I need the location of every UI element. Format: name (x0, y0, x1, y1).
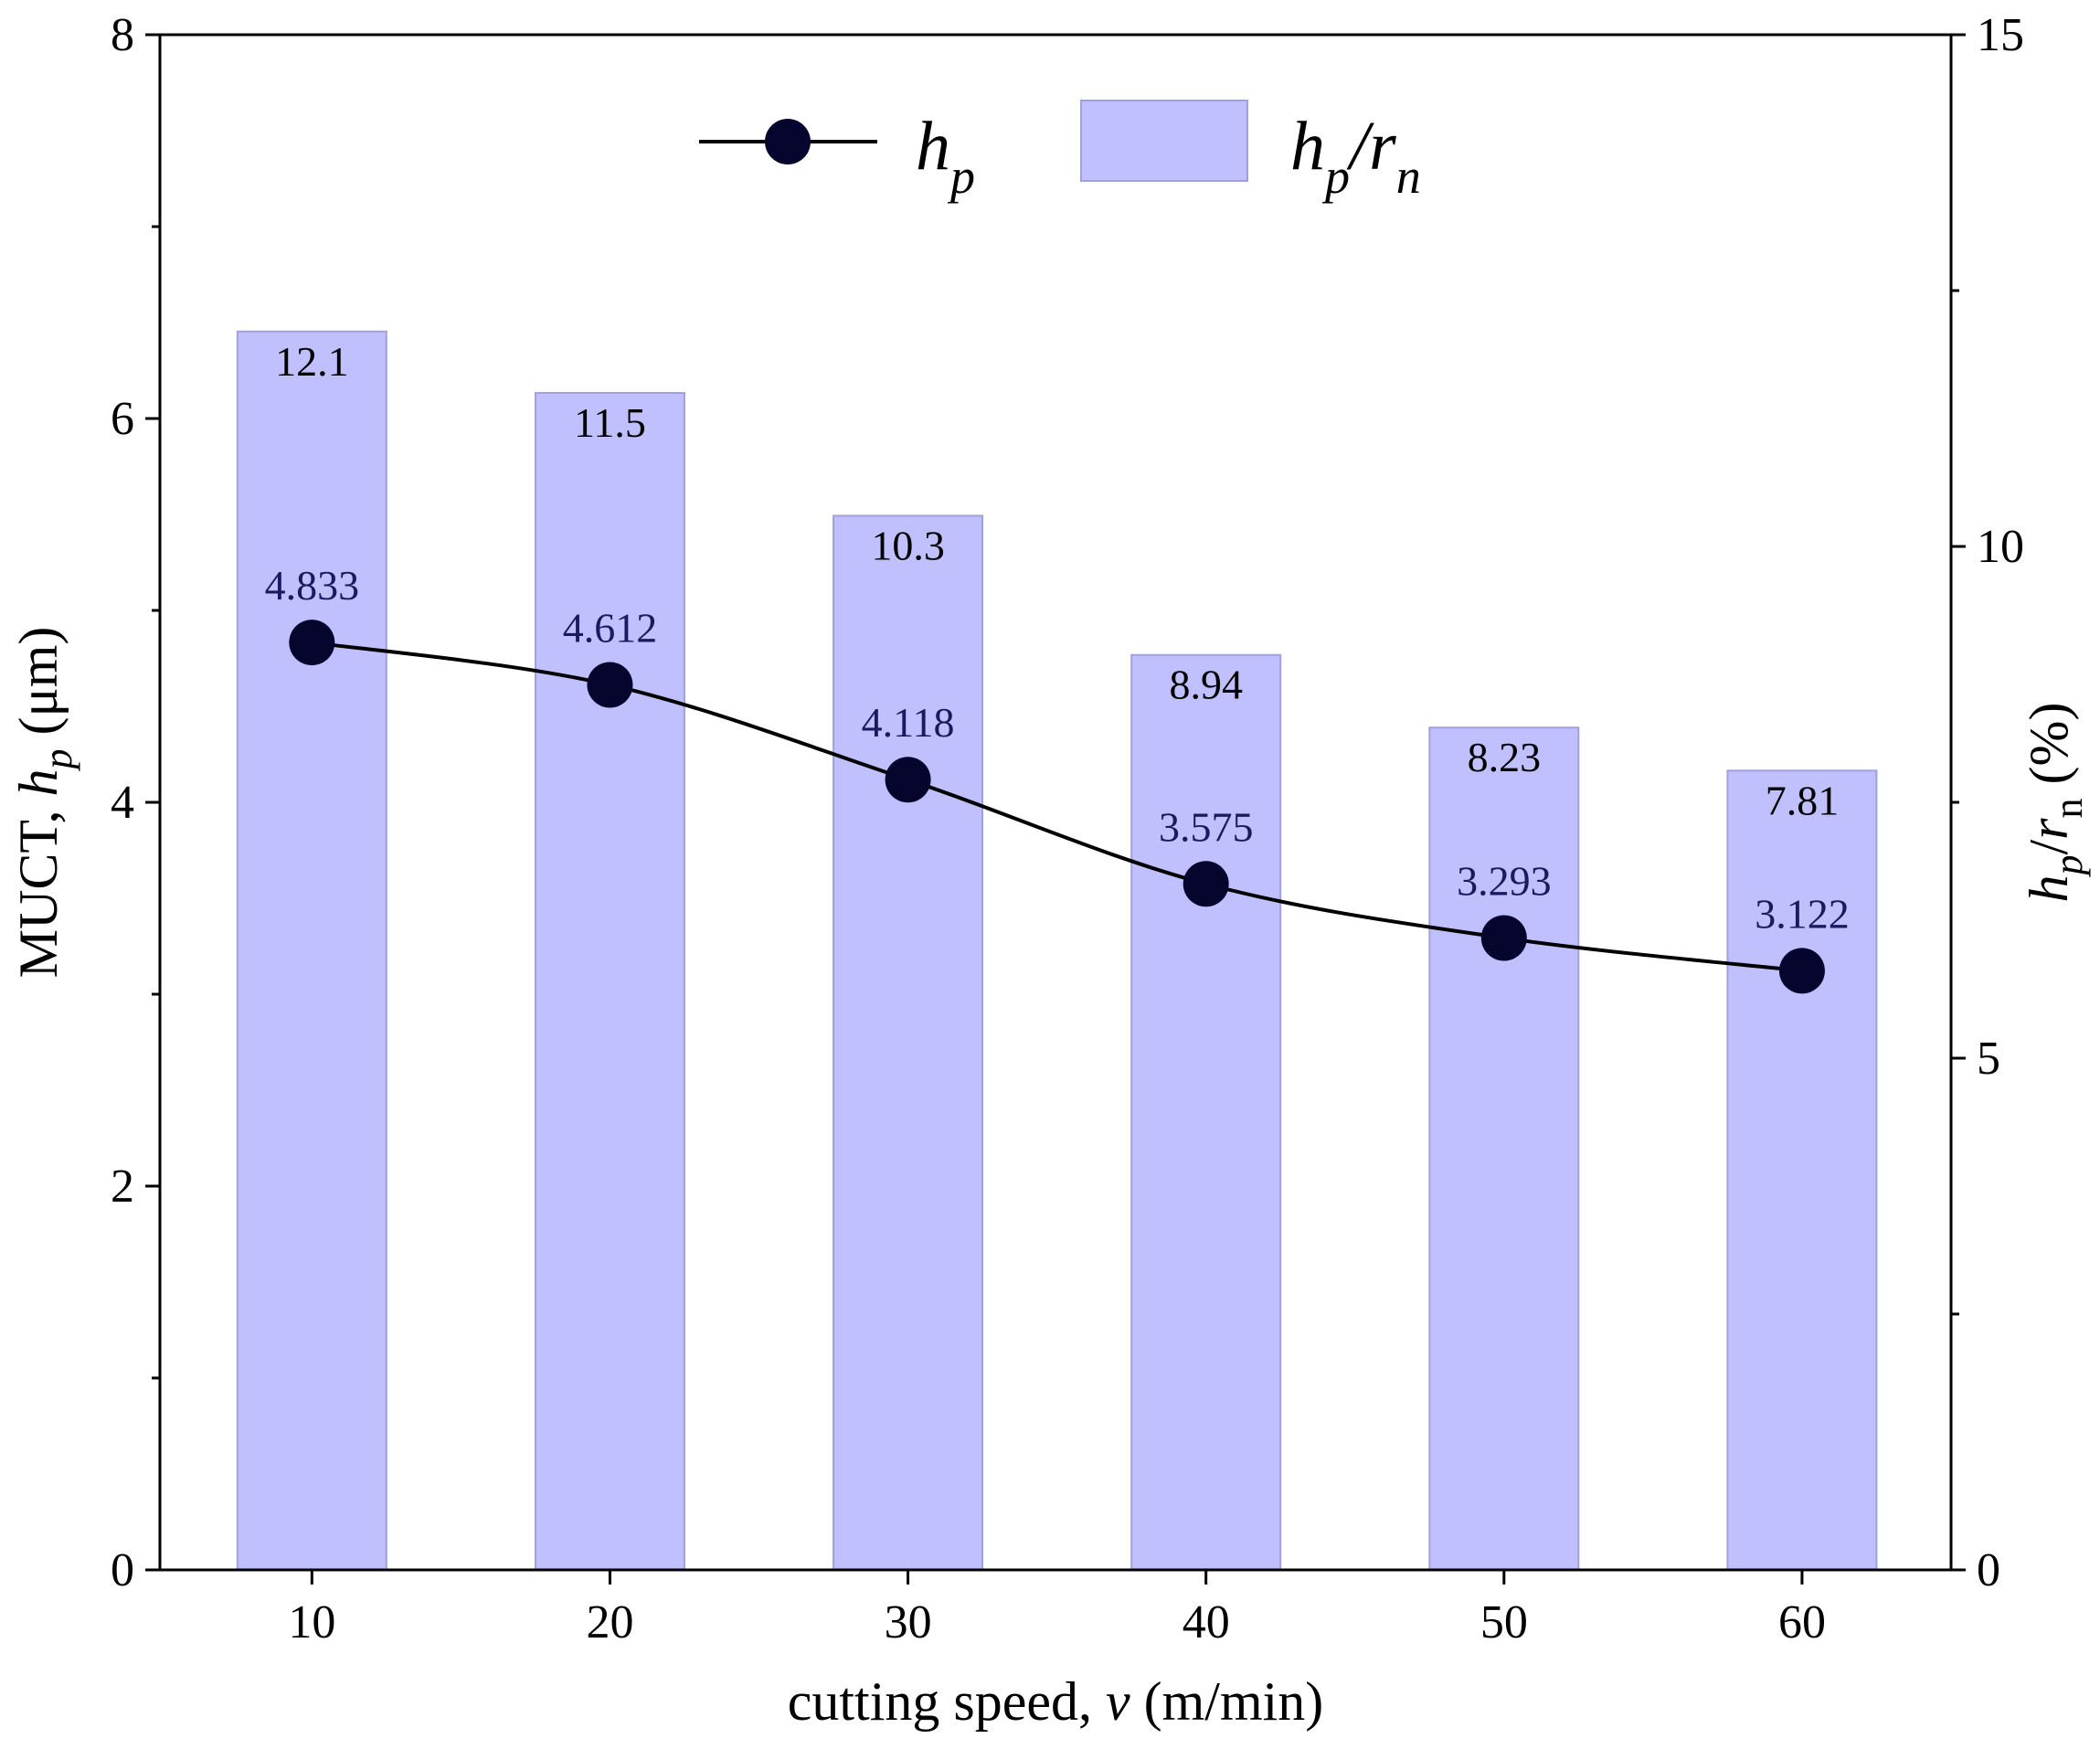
point-label-50: 3.293 (1457, 857, 1552, 904)
series-line-hp (312, 641, 1803, 973)
x-tick-label-60: 60 (1778, 1596, 1826, 1648)
point-20 (587, 662, 633, 708)
point-60 (1778, 948, 1825, 994)
y-axis-right-title: hp/rn (%) (2019, 703, 2091, 903)
point-10 (289, 620, 335, 666)
y-left-tick-label-8: 8 (111, 9, 134, 61)
point-30 (885, 757, 931, 803)
points-layer (289, 620, 1825, 994)
bar-label-20: 11.5 (574, 399, 646, 446)
x-tick-label-40: 40 (1183, 1596, 1230, 1648)
legend: hp hp/rn (699, 100, 1421, 204)
point-label-20: 4.612 (563, 604, 658, 651)
ticks-layer: 10 20 30 40 50 60 0 2 4 6 8 0 5 10 15 (111, 9, 2024, 1648)
point-label-40: 3.575 (1159, 803, 1254, 850)
y-left-tick-label-6: 6 (111, 393, 134, 445)
bars-layer (236, 330, 1878, 1571)
point-label-60: 3.122 (1755, 890, 1850, 937)
line-layer (312, 641, 1803, 973)
bar-50 (1428, 726, 1580, 1571)
bar-label-50: 8.23 (1468, 734, 1542, 780)
bar-label-40: 8.94 (1169, 662, 1243, 708)
legend-bar-sample (1080, 100, 1248, 182)
legend-marker-sample (765, 119, 811, 164)
point-label-30: 4.118 (862, 699, 955, 746)
bar-40 (1130, 653, 1282, 1571)
point-label-10: 4.833 (265, 562, 360, 609)
legend-line-label: hp (916, 108, 975, 204)
point-40 (1183, 861, 1229, 907)
x-tick-label-30: 30 (885, 1596, 932, 1648)
bar-10 (236, 330, 387, 1571)
y-left-tick-label-0: 0 (111, 1544, 134, 1596)
labels-layer: 12.1 11.5 10.3 8.94 8.23 7.81 4.833 4.612 4.118 3… (265, 338, 1850, 938)
y-right-tick-label-15: 15 (1977, 9, 2024, 61)
y-right-tick-label-0: 0 (1977, 1544, 2000, 1596)
y-axis-left-title: MUCT, hp (μm) (8, 627, 80, 979)
x-axis-title: cutting speed, v (m/min) (788, 1671, 1324, 1732)
legend-bar-label: hp/rn (1290, 108, 1421, 204)
bar-20 (534, 392, 685, 1571)
y-left-tick-label-2: 2 (111, 1161, 134, 1213)
point-50 (1480, 915, 1527, 961)
plot-frame (158, 33, 1953, 1572)
x-tick-label-10: 10 (288, 1596, 335, 1648)
x-tick-label-20: 20 (586, 1596, 633, 1648)
bar-30 (833, 514, 984, 1571)
y-left-tick-label-4: 4 (111, 777, 134, 829)
bar-label-30: 10.3 (871, 522, 945, 568)
y-right-tick-label-5: 5 (1977, 1033, 2000, 1085)
bar-label-10: 12.1 (275, 338, 349, 385)
bar-label-60: 7.81 (1766, 777, 1840, 823)
y-right-tick-label-10: 10 (1977, 521, 2024, 573)
bar-60 (1726, 769, 1878, 1571)
x-tick-label-50: 50 (1480, 1596, 1528, 1648)
